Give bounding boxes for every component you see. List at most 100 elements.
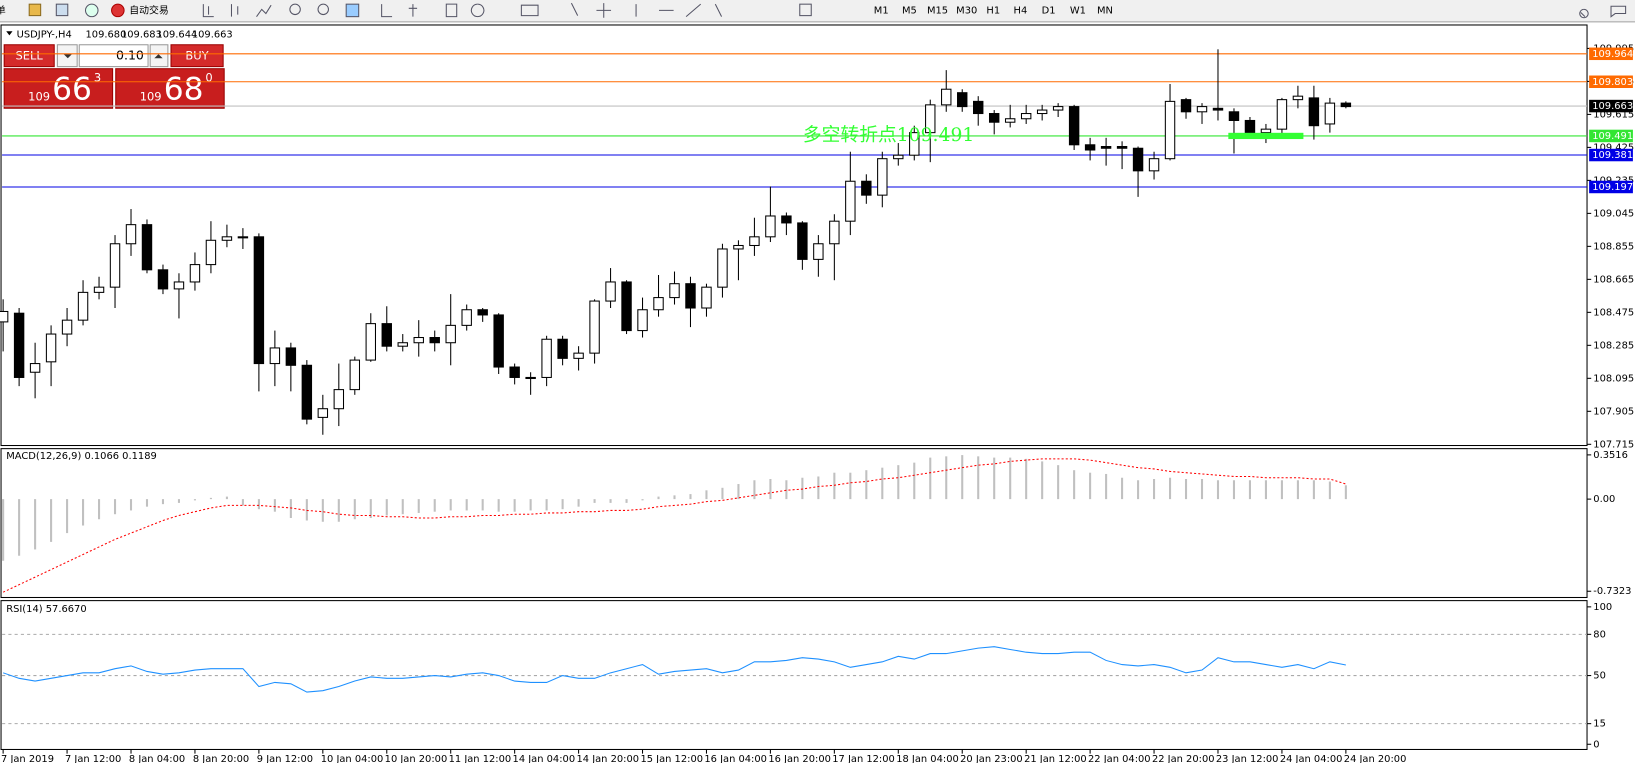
candle-body [445, 324, 456, 344]
icon [381, 2, 723, 18]
macd-frame [0, 448, 1588, 599]
dropdown-arrow [63, 54, 72, 59]
icon [345, 3, 360, 18]
y-tick-label: 109.045 [1593, 208, 1634, 219]
y-tick-label: 107.715 [1593, 439, 1634, 450]
candle-body [1100, 146, 1112, 149]
y-tick-label: -0.7323 [1593, 586, 1631, 597]
timeframe-button[interactable]: M5 [902, 5, 917, 16]
candle-body [621, 281, 632, 332]
auto-trade-button[interactable]: 自动交易 [129, 3, 169, 16]
timeframe-button[interactable]: H4 [1014, 5, 1028, 16]
candle-body [29, 363, 41, 373]
buy-button[interactable] [170, 44, 224, 68]
sell-price-box[interactable] [3, 68, 114, 109]
x-tick-label: 7 Jan 2019 [1, 754, 54, 763]
menu-text: 单 [0, 4, 6, 16]
candle-body [1164, 100, 1176, 160]
price-label: 109.381 [1592, 150, 1633, 161]
y-tick-label: 108.285 [1593, 340, 1634, 351]
candle-body [1052, 106, 1064, 111]
candle-body [109, 243, 121, 288]
x-tick-label: 14 Jan 20:00 [577, 754, 640, 763]
price-label-box [1589, 148, 1633, 162]
icon [289, 3, 301, 16]
timeframe-button[interactable]: W1 [1070, 5, 1086, 16]
candle-body [157, 269, 169, 290]
candle-body [1260, 128, 1272, 134]
candle-body [429, 336, 440, 344]
annotation: 多空转折点109.491 [803, 124, 974, 146]
icon [202, 4, 272, 18]
candle-body [221, 236, 233, 241]
candle-body [1292, 95, 1304, 101]
candle-body [669, 283, 680, 299]
x-tick-label: 16 Jan 04:00 [704, 754, 767, 763]
candle-body [61, 319, 73, 335]
timeframe-button[interactable]: MN [1097, 5, 1113, 16]
candle-body [205, 239, 217, 266]
y-tick-label: 0 [1593, 739, 1599, 750]
x-tick-label: 24 Jan 20:00 [1344, 754, 1407, 763]
candle-body [141, 224, 153, 271]
y-tick-label: 108.095 [1593, 373, 1634, 384]
symbol-marker [6, 31, 13, 36]
price-label: 109.491 [1592, 131, 1633, 142]
candle-body [365, 323, 376, 361]
y-tick-label: 0.00 [1593, 494, 1615, 505]
price-label-box [1589, 99, 1633, 113]
x-tick-label: 9 Jan 12:00 [257, 754, 313, 763]
candle-body [1036, 109, 1048, 115]
candle-body [1244, 119, 1256, 134]
x-tick-label: 15 Jan 12:00 [640, 754, 703, 763]
toolbar-icons [28, 2, 1627, 19]
x-tick-label: 14 Jan 04:00 [513, 754, 576, 763]
candle-body [781, 215, 792, 224]
lot-field[interactable] [78, 44, 149, 68]
timeframe-button[interactable]: M15 [927, 5, 948, 16]
y-tick-label: 0.3516 [1593, 450, 1628, 461]
candle-body [477, 309, 488, 316]
rsi-line [2, 646, 1346, 693]
price-fraction: 3 [94, 71, 101, 85]
x-tick-label: 20 Jan 23:00 [960, 754, 1023, 763]
price-label-box [1589, 75, 1633, 89]
candle-body [397, 342, 408, 347]
candle-body [237, 236, 249, 239]
icon [111, 3, 125, 18]
x-tick-label: 17 Jan 12:00 [832, 754, 895, 763]
candle-body [765, 215, 776, 238]
candle-body [557, 338, 568, 359]
drawn-rectangle [1228, 132, 1304, 140]
sell-button[interactable] [3, 44, 55, 68]
icon [28, 3, 42, 17]
timeframe-button[interactable]: D1 [1042, 5, 1056, 16]
y-tick-label: 109.615 [1593, 109, 1634, 120]
candle-body [813, 243, 824, 260]
candle-body [461, 309, 472, 326]
candle-body [925, 104, 936, 134]
candle-body [381, 323, 392, 347]
x-tick-label: 18 Jan 04:00 [896, 754, 959, 763]
buy-price-box[interactable] [115, 68, 225, 109]
candle-body [589, 300, 600, 354]
price-label-box [1589, 47, 1633, 61]
candle-body [685, 283, 696, 309]
candle-body [701, 286, 712, 309]
buy-label: BUY [185, 49, 209, 63]
x-tick-label: 8 Jan 20:00 [193, 754, 249, 763]
candle-body [861, 180, 872, 196]
y-tick-label: 50 [1593, 671, 1606, 682]
icon [84, 3, 99, 18]
timeframe-button[interactable]: H1 [986, 5, 1000, 16]
candle-body [797, 222, 808, 260]
candle-body [413, 336, 424, 344]
candle-body [253, 236, 265, 365]
price-pips: 68 [164, 72, 204, 108]
price-label: 109.964 [1592, 49, 1633, 60]
timeframe-button[interactable]: M1 [874, 5, 889, 16]
candle-body [285, 347, 297, 366]
icon [1579, 5, 1627, 19]
timeframe-button[interactable]: M30 [956, 5, 977, 16]
